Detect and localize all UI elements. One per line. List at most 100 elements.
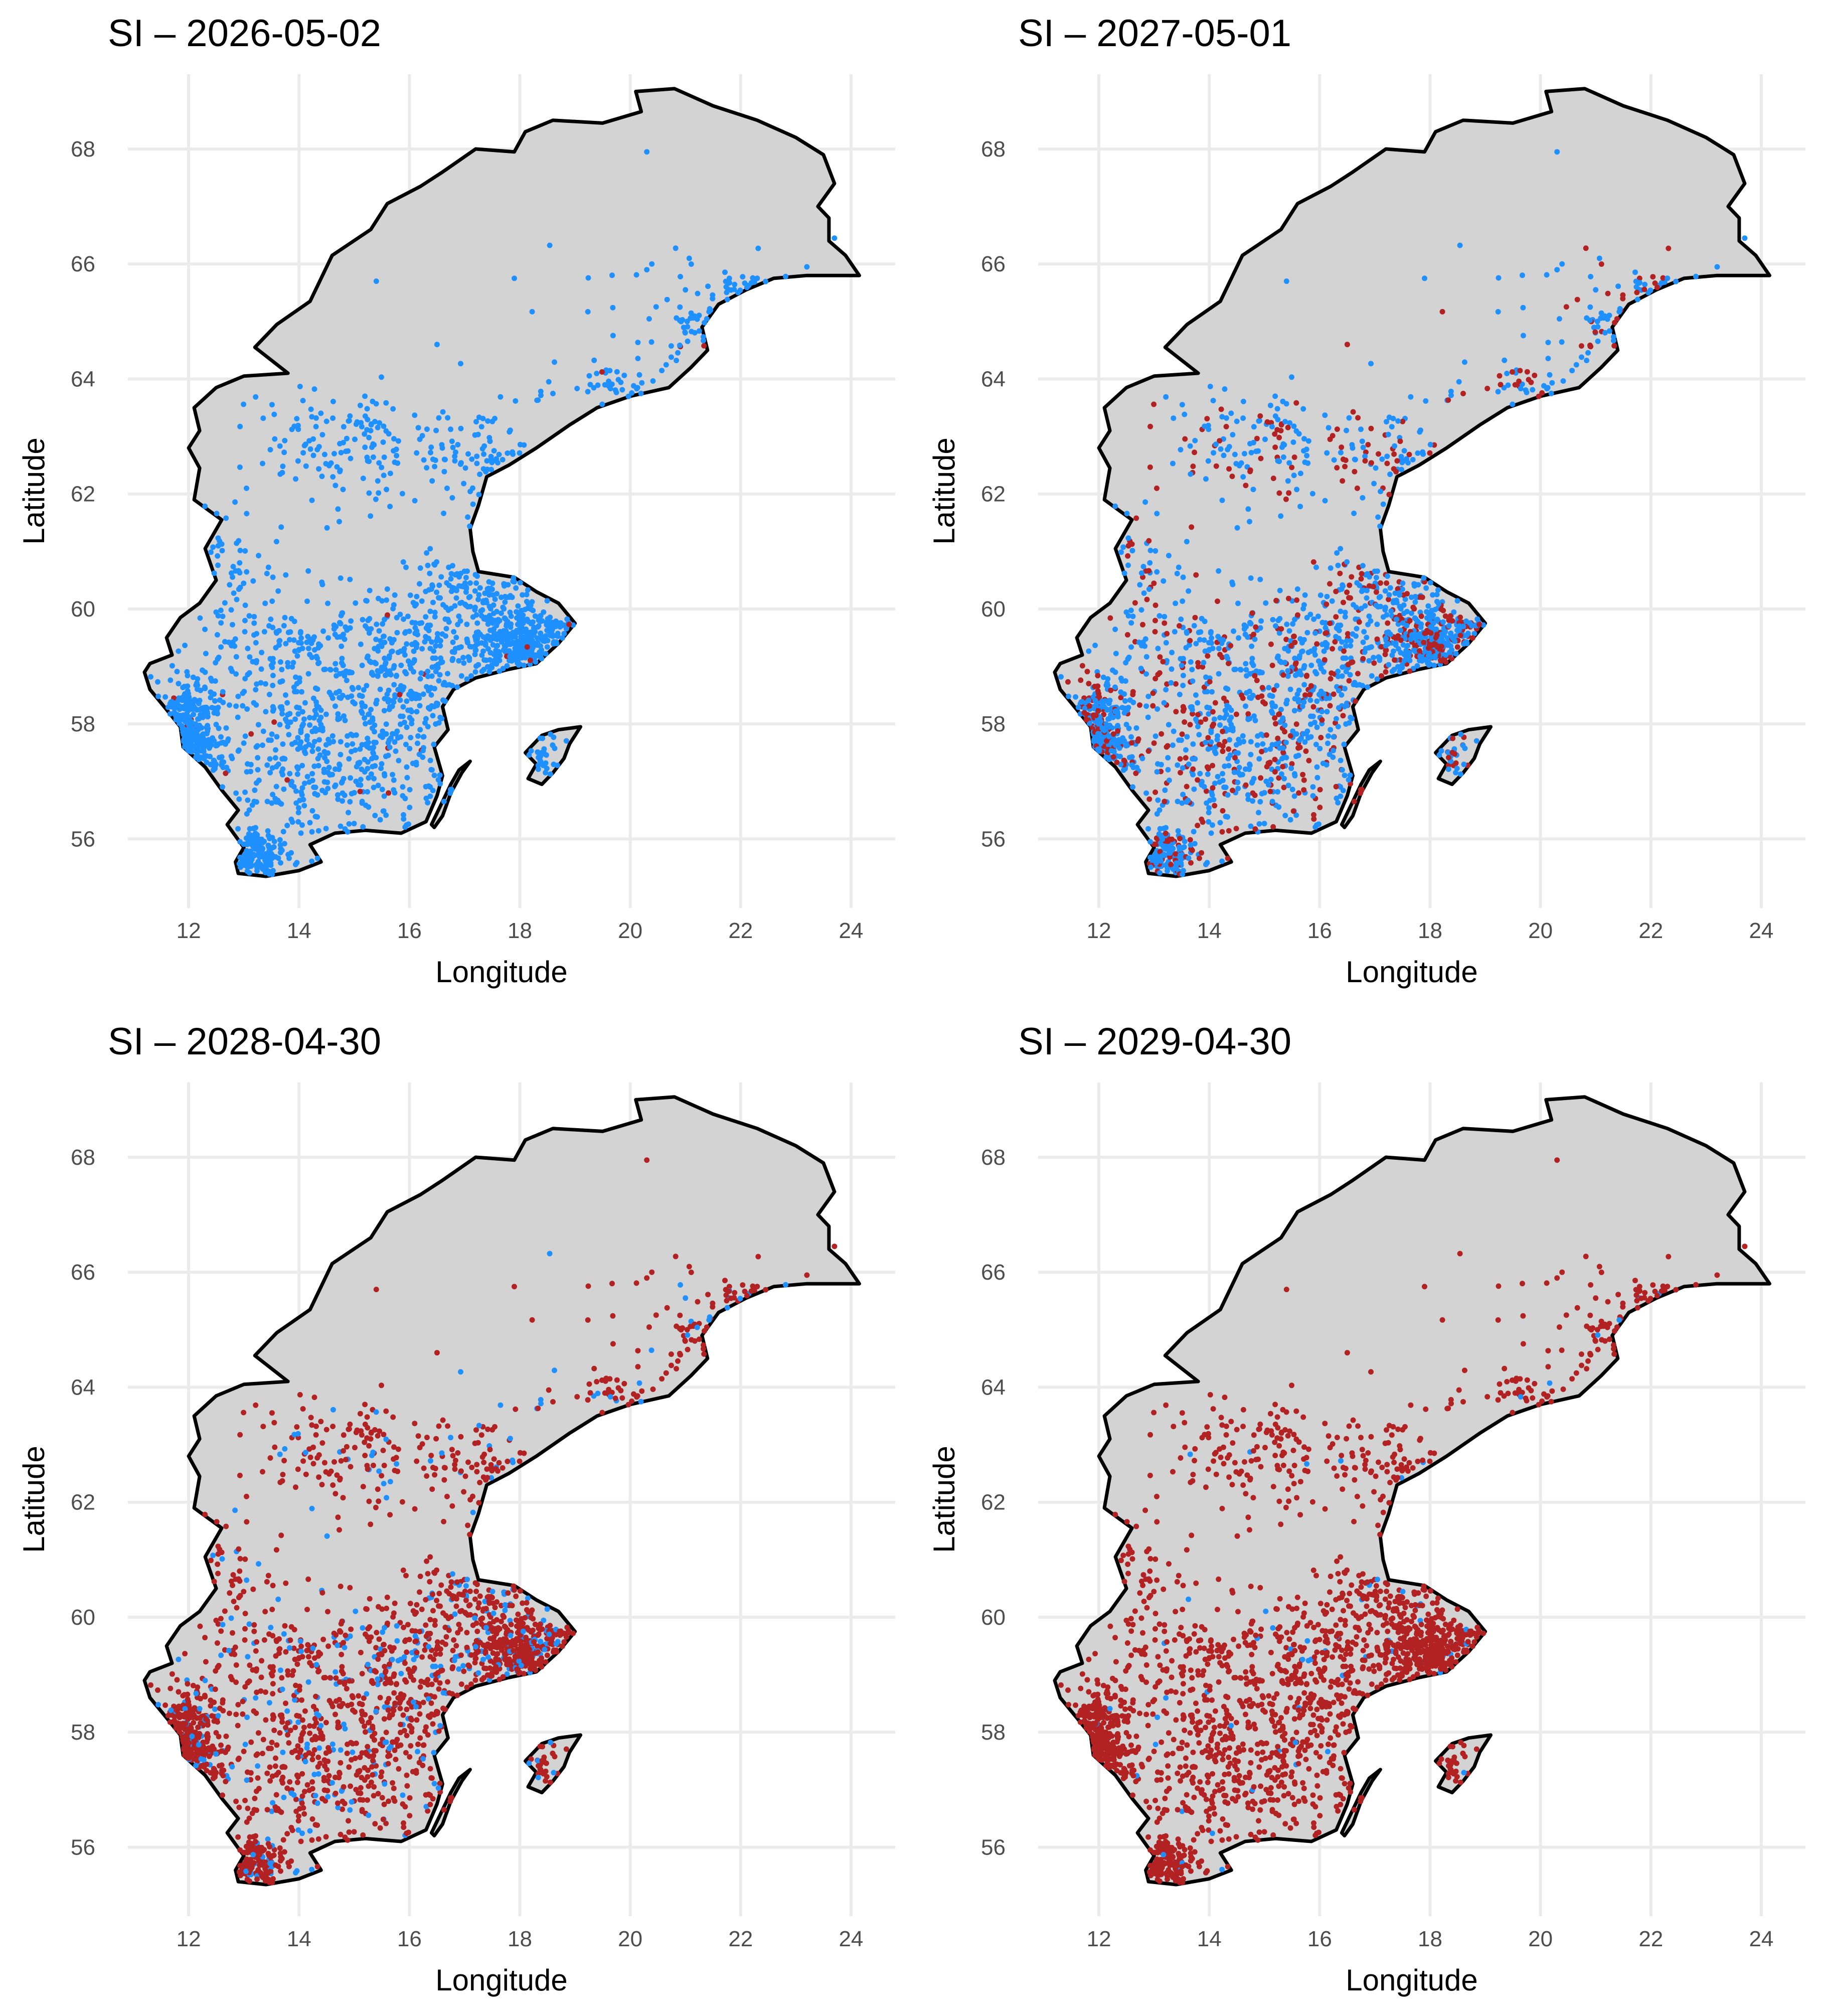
point-affected [524,1640,530,1646]
point-affected [1592,329,1598,335]
point-healthy [296,679,302,685]
point-healthy [362,444,368,450]
point-healthy [384,597,390,603]
point-healthy [1342,614,1348,620]
point-healthy [219,548,225,554]
point-healthy [1145,826,1151,832]
point-healthy [763,278,769,284]
point-affected [559,1643,565,1649]
point-healthy [1245,634,1251,640]
point-healthy [173,717,179,723]
point-healthy [383,400,389,406]
point-healthy [1109,738,1115,744]
x-tick-label: 24 [839,918,863,943]
point-healthy [236,586,242,592]
point-healthy [254,868,260,874]
point-affected [559,1631,565,1637]
point-healthy [245,646,251,652]
point-affected [1289,761,1295,767]
point-healthy [1328,565,1334,571]
point-healthy [274,734,280,740]
point-healthy [301,781,307,787]
point-healthy [320,628,326,634]
point-affected [1605,290,1611,296]
point-affected [191,1720,197,1726]
point-healthy [1288,765,1294,771]
point-affected [1666,245,1672,251]
point-healthy [1215,773,1221,780]
x-tick-label: 12 [177,918,201,943]
point-affected [1264,763,1270,769]
point-healthy [550,624,556,630]
point-healthy [1238,460,1244,466]
point-healthy [476,592,482,598]
point-healthy [1548,390,1554,396]
point-healthy [345,694,351,700]
point-healthy [489,580,495,586]
point-affected [1282,729,1287,735]
point-healthy [313,654,319,660]
point-healthy [353,600,359,606]
point-healthy [1086,648,1092,654]
point-healthy [381,423,387,429]
point-healthy [1340,583,1346,589]
point-healthy [1430,620,1436,626]
point-healthy [1545,356,1551,362]
point-healthy [508,624,514,630]
point-affected [284,777,290,783]
point-affected [1247,467,1253,473]
point-healthy [1165,868,1170,874]
point-affected [1257,413,1263,419]
point-healthy [324,780,330,786]
point-healthy [366,711,372,717]
point-healthy [1642,281,1648,287]
point-affected [1251,632,1257,638]
point-healthy [1120,767,1126,773]
point-affected [1416,648,1422,654]
point-healthy [547,242,553,248]
point-healthy [400,559,406,565]
point-healthy [517,642,522,648]
point-affected [1286,595,1291,601]
point-affected [1078,677,1084,683]
point-healthy [1269,693,1275,699]
point-healthy [248,858,254,864]
point-healthy [1233,742,1239,748]
point-affected [1270,824,1276,830]
point-affected [1353,698,1359,704]
y-tick-label: 64 [71,367,95,391]
point-healthy [287,719,293,725]
point-healthy [438,574,444,580]
point-healthy [710,295,716,301]
point-healthy [283,716,288,722]
point-healthy [1283,401,1289,407]
point-healthy [208,695,214,701]
point-healthy [315,828,321,834]
point-healthy [1104,722,1110,728]
point-healthy [393,673,399,679]
point-healthy [1391,667,1397,673]
point-healthy [269,871,275,877]
point-healthy [433,643,439,649]
point-affected [1086,703,1092,709]
point-healthy [1272,413,1278,419]
point-healthy [1380,501,1386,507]
point-affected [1654,284,1660,290]
point-healthy [434,631,440,637]
map-panel-3: SI – 2028-04-30 12 14 16 18 20 22 24 56 58 60 62 64 6… [0,1008,910,2016]
point-healthy [531,631,537,637]
point-healthy [190,674,196,680]
point-healthy [468,644,474,650]
point-healthy [264,762,270,768]
point-healthy [1230,432,1236,438]
point-healthy [1399,662,1405,668]
point-affected [1204,416,1210,422]
point-affected [1327,621,1333,627]
point-healthy [1554,149,1560,155]
point-healthy [1547,372,1553,378]
station-points [1058,149,1748,877]
point-affected [1162,620,1168,626]
point-healthy [1248,575,1254,581]
point-healthy [475,641,481,647]
point-healthy [1258,618,1264,624]
